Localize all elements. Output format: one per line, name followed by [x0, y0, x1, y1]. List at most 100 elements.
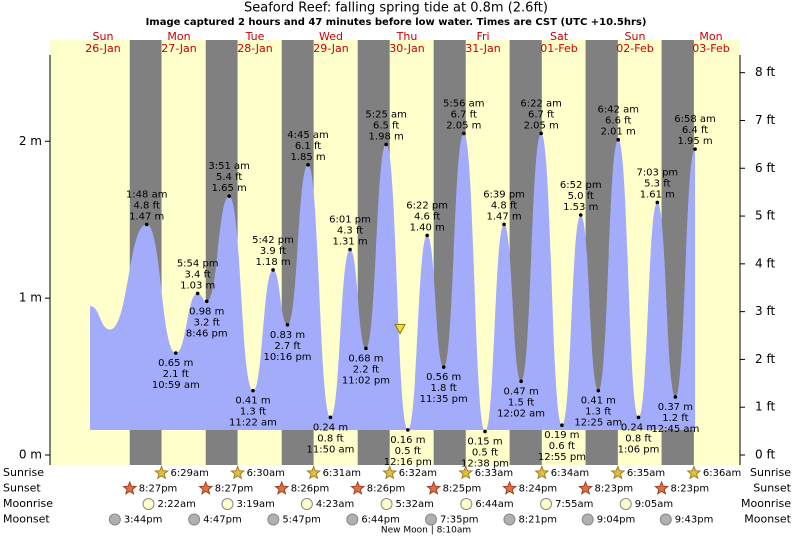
tide-label: 4.8 ft	[491, 200, 517, 211]
tide-label: 11:22 am	[229, 418, 277, 429]
tide-label: 0.16 m	[390, 435, 425, 446]
moon-icon	[142, 498, 155, 510]
tide-label: 11:50 am	[307, 444, 355, 455]
tide-label: 0.19 m	[544, 430, 579, 441]
tide-label: 2.7 ft	[274, 341, 300, 352]
event-time: 5:32am	[396, 499, 434, 510]
tide-label: 7:03 pm	[636, 167, 678, 178]
event-time: 6:34am	[551, 468, 589, 479]
sun-icon	[350, 480, 366, 495]
chart-subtitle: Image captured 2 hours and 47 minutes be…	[146, 17, 647, 28]
tide-label: 3.9 ft	[260, 246, 286, 257]
day-date: 27-Jan	[161, 42, 197, 55]
day-date: 28-Jan	[237, 42, 273, 55]
tide-label: 5.4 ft	[216, 172, 242, 183]
row-label: Moonset	[744, 513, 791, 526]
tide-label: 1.47 m	[129, 211, 164, 222]
tide-label: 0.68 m	[348, 353, 383, 364]
tide-point	[306, 163, 310, 167]
tide-label: 0.56 m	[426, 372, 461, 383]
event-time: 6:29am	[171, 468, 209, 479]
chart-title: Seaford Reef: falling spring tide at 0.8…	[244, 1, 548, 16]
sun-icon	[686, 465, 702, 480]
tide-label: 5.3 ft	[644, 178, 670, 189]
tide-point	[596, 388, 601, 393]
tide-point	[483, 429, 487, 434]
tide-label: 0.41 m	[581, 396, 616, 407]
y2-tick-label: 2 ft	[755, 352, 775, 366]
tide-label: 6:22 pm	[406, 200, 448, 211]
tide-point	[655, 200, 660, 205]
event-time: 6:36am	[703, 468, 741, 479]
tide-label: 0.83 m	[270, 330, 305, 341]
tide-label: 6.7 ft	[451, 109, 477, 120]
tide-label: 0.98 m	[189, 306, 224, 317]
moon-icon	[188, 513, 201, 526]
tide-label: 12:45 am	[651, 424, 699, 435]
event-time: 5:47pm	[282, 515, 321, 526]
tide-label: 5.0 ft	[568, 191, 594, 202]
event-time: 8:23pm	[671, 484, 710, 495]
tide-label: 1.03 m	[180, 280, 215, 291]
tide-label: 1.31 m	[332, 237, 367, 248]
tide-point	[195, 291, 200, 296]
moon-icon	[460, 498, 473, 510]
y2-tick-label: 5 ft	[755, 209, 775, 223]
tide-label: 0.47 m	[504, 386, 539, 397]
tide-point	[673, 395, 678, 399]
sun-icon	[382, 465, 398, 480]
tide-label: 1.3 ft	[585, 407, 611, 418]
event-time: 3:19am	[237, 499, 275, 510]
sun-icon	[230, 465, 246, 480]
day-date: 29-Jan	[313, 42, 349, 55]
event-time: 9:43pm	[675, 515, 714, 526]
day-date: 03-Feb	[692, 42, 729, 55]
tide-label: 5:54 pm	[177, 258, 219, 269]
event-time: 6:33am	[475, 468, 513, 479]
tide-label: 0.24 m	[313, 422, 348, 433]
tide-point	[173, 351, 178, 355]
day-date: 31-Jan	[465, 42, 501, 55]
tide-label: 6.7 ft	[528, 109, 554, 120]
day-name: Wed	[319, 30, 343, 43]
tide-label: 11:02 pm	[342, 375, 390, 386]
tide-label: 1:06 pm	[618, 444, 660, 455]
tide-label: 1:48 am	[126, 189, 168, 200]
tide-point	[616, 137, 621, 142]
day-name: Sun	[625, 30, 646, 43]
event-time: 9:05am	[635, 499, 673, 510]
tide-point	[285, 323, 290, 327]
tide-label: 2.1 ft	[163, 369, 189, 380]
y2-tick-label: 3 ft	[755, 304, 775, 318]
event-time: 8:26pm	[367, 484, 406, 495]
event-time: 6:44am	[475, 499, 513, 510]
tide-label: 1.65 m	[212, 183, 247, 194]
day-name: Tue	[245, 30, 265, 43]
y-tick-label: 0 m	[19, 448, 42, 462]
day-date: 26-Jan	[85, 42, 121, 55]
tide-label: 10:59 am	[152, 380, 200, 391]
moon-icon	[540, 498, 553, 510]
event-time: 8:27pm	[215, 484, 254, 495]
tide-label: 4:45 am	[287, 130, 329, 141]
sun-icon	[578, 480, 594, 495]
sun-icon	[654, 480, 670, 495]
tide-label: 1.47 m	[486, 211, 521, 222]
event-time: 4:47pm	[203, 515, 242, 526]
tide-label: 4.6 ft	[414, 211, 440, 222]
tide-label: 12:16 pm	[384, 457, 432, 468]
tide-label: 11:35 pm	[420, 394, 468, 405]
sun-icon	[274, 480, 290, 495]
tide-label: 1.40 m	[410, 222, 445, 233]
tide-label: 10:16 pm	[263, 352, 311, 363]
tide-label: 1.3 ft	[240, 407, 266, 418]
tide-point	[204, 299, 209, 304]
tide-label: 0.24 m	[621, 422, 656, 433]
tide-label: 6.6 ft	[605, 116, 631, 127]
tide-label: 2.05 m	[446, 120, 481, 131]
tide-label: 1.18 m	[255, 257, 290, 268]
event-time: 2:22am	[157, 499, 195, 510]
tide-point	[251, 388, 255, 393]
day-name: Fri	[476, 30, 489, 43]
tide-label: 1.98 m	[369, 131, 404, 142]
